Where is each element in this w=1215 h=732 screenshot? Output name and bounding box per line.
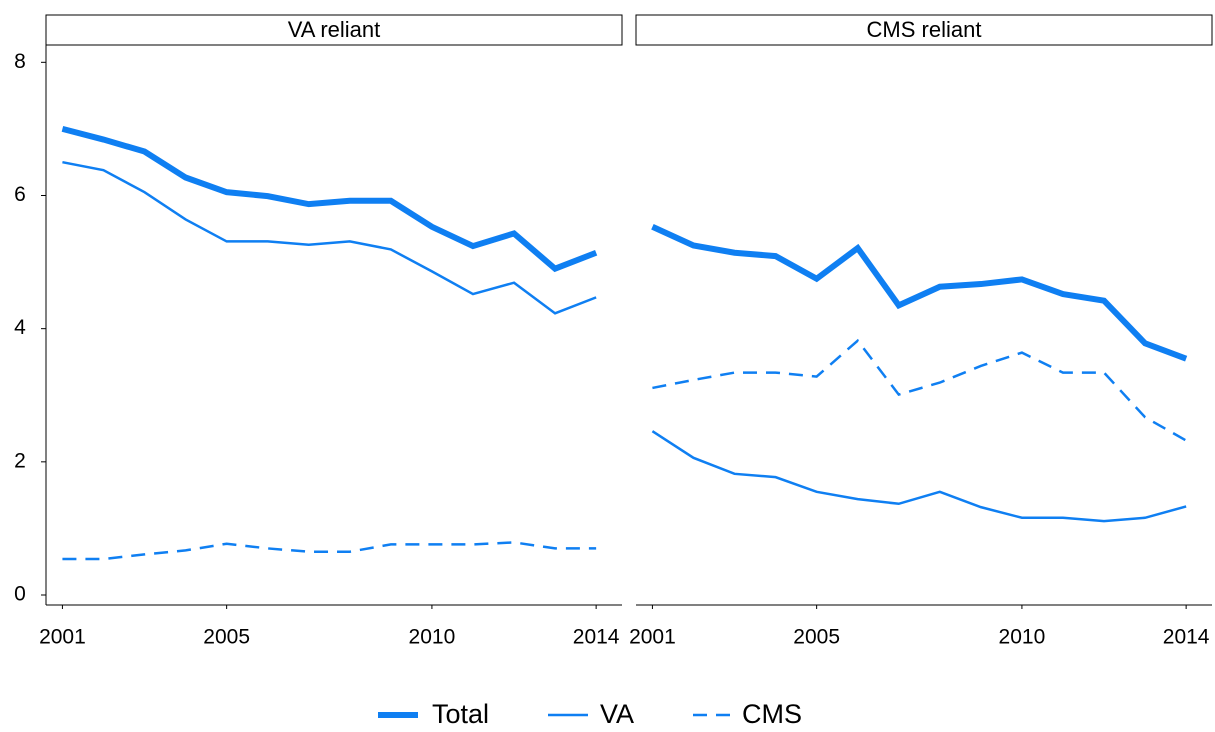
series-line xyxy=(61,125,598,273)
series-line xyxy=(652,338,1187,442)
panel-header xyxy=(45,14,623,46)
legend-label: CMS xyxy=(742,699,802,729)
x-tick-label: 2005 xyxy=(793,626,840,649)
series-line xyxy=(62,160,597,315)
panel-title: VA reliant xyxy=(288,17,381,42)
y-tick-label: 0 xyxy=(14,583,26,606)
legend-label: Total xyxy=(432,699,489,729)
panel-title: CMS reliant xyxy=(867,17,982,42)
panel-header xyxy=(635,14,1213,46)
y-tick-label: 6 xyxy=(14,183,26,206)
x-tick-label: 2014 xyxy=(573,626,620,649)
y-tick-label: 8 xyxy=(14,50,26,73)
x-tick-label: 2005 xyxy=(203,626,250,649)
series-line xyxy=(651,430,1187,523)
y-tick-label: 2 xyxy=(14,449,26,472)
x-tick-label: 2001 xyxy=(629,626,676,649)
legend-label: VA xyxy=(600,699,634,729)
x-tick-label: 2010 xyxy=(999,626,1046,649)
series-line xyxy=(651,224,1188,362)
series-line xyxy=(62,541,597,561)
y-tick-label: 4 xyxy=(14,316,26,339)
x-tick-label: 2014 xyxy=(1163,626,1210,649)
x-tick-label: 2001 xyxy=(39,626,86,649)
x-tick-label: 2010 xyxy=(409,626,456,649)
